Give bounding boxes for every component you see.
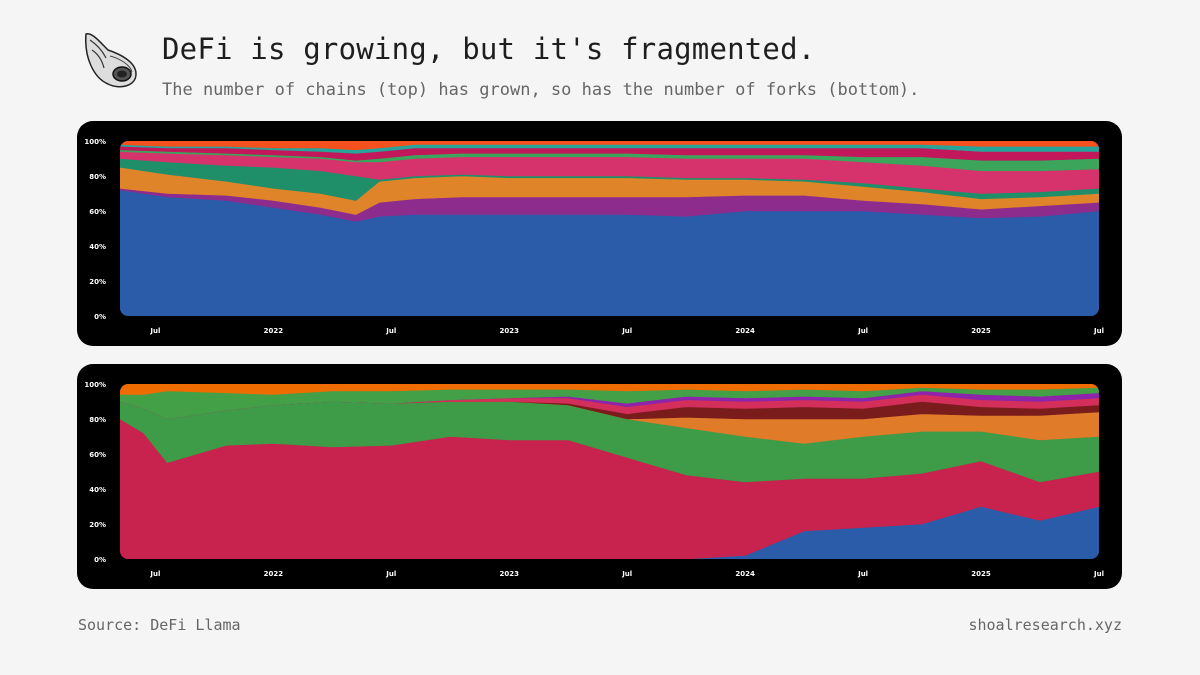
x-tick-label: Jul: [1093, 327, 1104, 335]
y-tick-label: 20%: [89, 278, 106, 286]
area-series-1: [120, 506, 1099, 559]
x-tick-label: Jul: [149, 570, 160, 578]
x-tick-label: Jul: [857, 570, 868, 578]
x-tick-label: 2022: [264, 327, 284, 335]
y-tick-label: 40%: [89, 243, 106, 251]
x-tick-label: Jul: [621, 570, 632, 578]
y-tick-label: 60%: [89, 451, 106, 459]
x-tick-label: Jul: [149, 327, 160, 335]
x-tick-label: Jul: [385, 327, 396, 335]
page-title: DeFi is growing, but it's fragmented.: [162, 32, 816, 66]
y-tick-label: 60%: [89, 208, 106, 216]
y-tick-label: 20%: [89, 521, 106, 529]
area-series-9: [120, 384, 1099, 395]
area-series-group: [120, 384, 1099, 559]
y-tick-label: 0%: [94, 556, 106, 564]
chains-share-chart: 100% 80% 60% 40% 20% 0% Jul 2022 Jul 2023 Jul 2024 J…: [84, 138, 1104, 335]
source-note: Source: DeFi Llama: [78, 616, 241, 634]
y-tick-label: 100%: [84, 381, 106, 389]
y-tick-label: 100%: [84, 138, 106, 146]
chains-chart-panel: 100% 80% 60% 40% 20% 0% Jul 2022 Jul 2023 Jul 2024 J…: [77, 121, 1122, 346]
area-series-group: [120, 141, 1099, 316]
page-subtitle: The number of chains (top) has grown, so…: [162, 80, 920, 100]
x-tick-label: 2024: [735, 327, 755, 335]
x-tick-label: 2024: [735, 570, 755, 578]
x-tick-label: 2025: [971, 570, 991, 578]
y-tick-label: 40%: [89, 486, 106, 494]
x-tick-label: 2025: [971, 327, 991, 335]
site-link[interactable]: shoalresearch.xyz: [968, 616, 1122, 634]
y-tick-label: 80%: [89, 416, 106, 424]
x-tick-label: 2023: [499, 570, 519, 578]
shell-logo-icon: [85, 33, 137, 88]
x-tick-label: Jul: [621, 327, 632, 335]
y-tick-label: 0%: [94, 313, 106, 321]
x-tick-label: Jul: [857, 327, 868, 335]
x-tick-label: Jul: [385, 570, 396, 578]
x-tick-label: 2023: [499, 327, 519, 335]
x-tick-label: 2022: [264, 570, 284, 578]
y-tick-label: 80%: [89, 173, 106, 181]
x-tick-label: Jul: [1093, 570, 1104, 578]
forks-chart-panel: 100% 80% 60% 40% 20% 0% Jul 2022 Jul 2023 Jul 2024 J…: [77, 364, 1122, 589]
forks-share-chart: 100% 80% 60% 40% 20% 0% Jul 2022 Jul 2023 Jul 2024 J…: [84, 381, 1104, 578]
area-series-9: [120, 141, 1099, 151]
header: DeFi is growing, but it's fragmented. Th…: [78, 26, 1128, 106]
